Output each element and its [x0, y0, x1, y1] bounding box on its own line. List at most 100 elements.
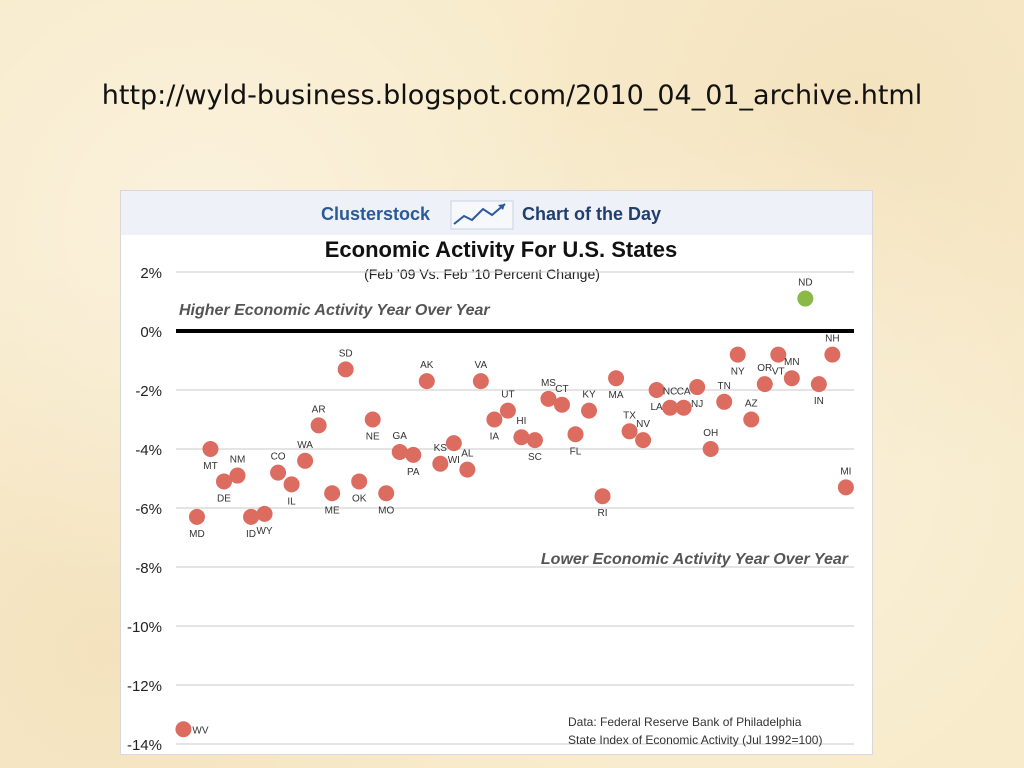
state-label-ct: CT [555, 384, 568, 395]
state-point-nd [797, 290, 814, 307]
state-label-ne: NE [366, 432, 380, 443]
state-label-wy: WY [256, 526, 272, 537]
y-tick-label: 0% [140, 324, 162, 341]
state-point-mo [378, 485, 395, 502]
state-label-nv: NV [636, 419, 650, 430]
state-point-ga [391, 443, 408, 460]
state-point-ak [418, 373, 435, 390]
chart-panel: Clusterstock Chart of the Day Economic A… [120, 190, 873, 755]
state-point-nj [689, 379, 706, 396]
state-point-la [648, 382, 665, 398]
state-label-va: VA [475, 360, 488, 371]
chart-title: Economic Activity For U.S. States [325, 237, 678, 262]
slide-url-title: http://wyld-business.blogspot.com/2010_0… [101, 80, 923, 111]
state-point-tx [621, 423, 638, 440]
state-point-hi [513, 429, 530, 446]
state-label-ar: AR [312, 404, 326, 415]
state-label-tn: TN [718, 381, 731, 392]
state-label-ak: AK [420, 360, 434, 371]
state-point-or [756, 376, 773, 393]
chart-subtitle: (Feb ’09 Vs. Feb ’10 Percent Change) [364, 266, 600, 282]
economic-activity-scatter-chart: Clusterstock Chart of the Day Economic A… [121, 191, 872, 754]
y-tick-label: -14% [127, 737, 162, 754]
y-tick-label: -8% [135, 560, 162, 577]
state-label-nj: NJ [691, 399, 703, 410]
state-point-ut [499, 402, 516, 419]
state-point-sc [526, 432, 543, 449]
state-point-ks [432, 455, 449, 472]
state-point-sd [337, 361, 354, 378]
state-label-al: AL [461, 449, 474, 460]
state-point-mi [837, 479, 854, 496]
state-label-id: ID [246, 529, 256, 540]
upper-region-annotation: Higher Economic Activity Year Over Year [179, 302, 490, 319]
state-label-ky: KY [582, 390, 596, 401]
state-point-wy [256, 505, 273, 522]
state-label-me: ME [325, 505, 340, 516]
state-label-md: MD [189, 529, 205, 540]
state-label-mt: MT [203, 461, 217, 472]
state-label-in: IN [814, 396, 824, 407]
state-point-nc [662, 399, 679, 416]
state-label-oh: OH [703, 428, 718, 439]
y-tick-label: -6% [135, 501, 162, 518]
state-point-al [459, 461, 476, 478]
state-point-wv [175, 721, 192, 738]
y-tick-label: -12% [127, 678, 162, 695]
state-point-co [270, 464, 287, 481]
state-label-mn: MN [784, 357, 800, 368]
data-point-layer: WV MD MT DE NM ID WY CO IL WA AR ME SD OK NE MO GA PA AK KS… [175, 278, 854, 738]
banner-tag: Chart of the Day [522, 204, 661, 224]
state-label-wi: WI [448, 455, 460, 466]
state-label-co: CO [271, 452, 286, 463]
state-label-ok: OK [352, 493, 367, 504]
state-point-vt [770, 346, 787, 363]
state-point-nv [635, 432, 652, 449]
state-label-wa: WA [297, 440, 313, 451]
source-note-line-2: State Index of Economic Activity (Jul 19… [568, 733, 822, 747]
state-label-tx: TX [623, 410, 636, 421]
state-label-pa: PA [407, 467, 420, 478]
state-label-mo: MO [378, 505, 394, 516]
state-point-tn [716, 393, 733, 410]
y-tick-label: -4% [135, 442, 162, 459]
state-point-nm [229, 467, 246, 484]
state-point-ia [486, 411, 503, 428]
state-label-nc: NC [663, 387, 677, 398]
state-label-mi: MI [840, 466, 851, 477]
source-note-line-1: Data: Federal Reserve Bank of Philadelph… [568, 715, 802, 729]
y-tick-label: -2% [135, 383, 162, 400]
state-label-wv: WV [192, 725, 208, 736]
state-label-sd: SD [339, 348, 353, 359]
state-point-wi [445, 435, 462, 452]
state-label-nm: NM [230, 455, 246, 466]
state-label-nd: ND [798, 278, 812, 289]
state-label-az: AZ [745, 399, 758, 410]
state-label-or: OR [757, 363, 772, 374]
state-label-vt: VT [772, 367, 785, 378]
state-point-de [215, 473, 232, 490]
grid-layer [176, 271, 854, 745]
state-point-ri [594, 488, 611, 505]
state-point-md [188, 508, 205, 525]
state-point-ct [553, 396, 570, 413]
state-point-pa [405, 446, 422, 463]
state-point-me [324, 485, 341, 502]
state-point-il [283, 476, 300, 493]
state-label-ks: KS [434, 443, 448, 454]
state-point-oh [702, 441, 719, 457]
state-label-sc: SC [528, 452, 542, 463]
state-point-az [743, 411, 760, 428]
y-tick-label: -10% [127, 619, 162, 636]
state-label-ut: UT [501, 390, 514, 401]
state-point-ca [675, 399, 692, 416]
state-label-fl: FL [570, 446, 582, 457]
state-point-va [472, 373, 489, 390]
lower-region-annotation: Lower Economic Activity Year Over Year [541, 551, 849, 568]
state-label-ri: RI [598, 508, 608, 519]
state-point-fl [567, 426, 584, 443]
state-label-la: LA [650, 402, 663, 413]
state-label-ma: MA [609, 390, 624, 401]
state-point-ny [729, 346, 746, 363]
tick-label-layer: 2% 0% -2% -4% -6% -8% -10% -12% -14% [127, 265, 162, 754]
